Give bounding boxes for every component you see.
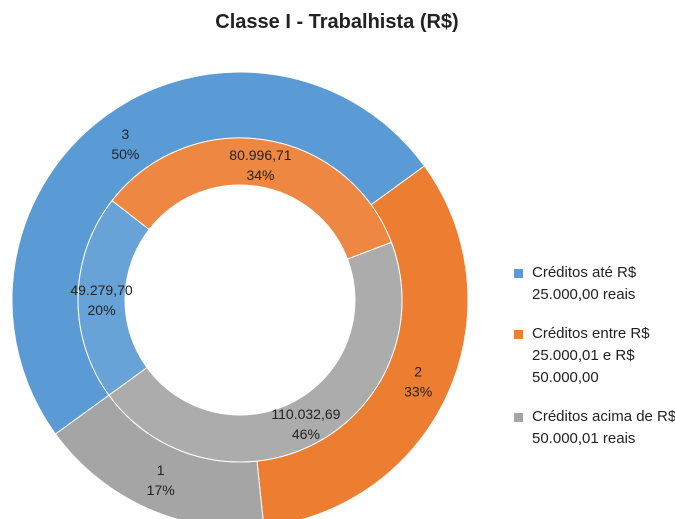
data-label: 49.279,70 xyxy=(70,282,132,298)
legend-item: Créditos acima de R$ 50.000,01 reais xyxy=(514,406,675,450)
data-label: 3 xyxy=(121,126,129,142)
percent-label: 46% xyxy=(292,426,320,442)
legend-swatch xyxy=(514,330,523,339)
legend-swatch xyxy=(514,413,523,422)
data-label: 2 xyxy=(414,363,422,379)
legend-label: Créditos entre R$ 25.000,01 e R$ 50.000,… xyxy=(532,325,650,386)
legend-item: Créditos até R$ 25.000,00 reais xyxy=(514,262,675,306)
percent-label: 50% xyxy=(111,146,139,162)
donut-segment xyxy=(111,137,393,260)
percent-label: 34% xyxy=(246,167,274,183)
legend-swatch xyxy=(514,269,523,278)
percent-label: 17% xyxy=(147,482,175,498)
legend-label: Créditos acima de R$ 50.000,01 reais xyxy=(532,408,675,447)
legend-label: Créditos até R$ 25.000,00 reais xyxy=(532,264,637,303)
legend-item: Créditos entre R$ 25.000,01 e R$ 50.000,… xyxy=(514,323,675,389)
legend: Créditos até R$ 25.000,00 reais Créditos … xyxy=(514,262,675,467)
donut-segment xyxy=(108,241,403,463)
data-label: 110.032,69 xyxy=(271,406,340,422)
data-label: 80.996,71 xyxy=(229,147,291,163)
data-label: 1 xyxy=(157,462,165,478)
percent-label: 20% xyxy=(88,302,116,318)
chart-title: Classe I - Trabalhista (R$) xyxy=(215,11,458,33)
percent-label: 33% xyxy=(404,383,432,399)
